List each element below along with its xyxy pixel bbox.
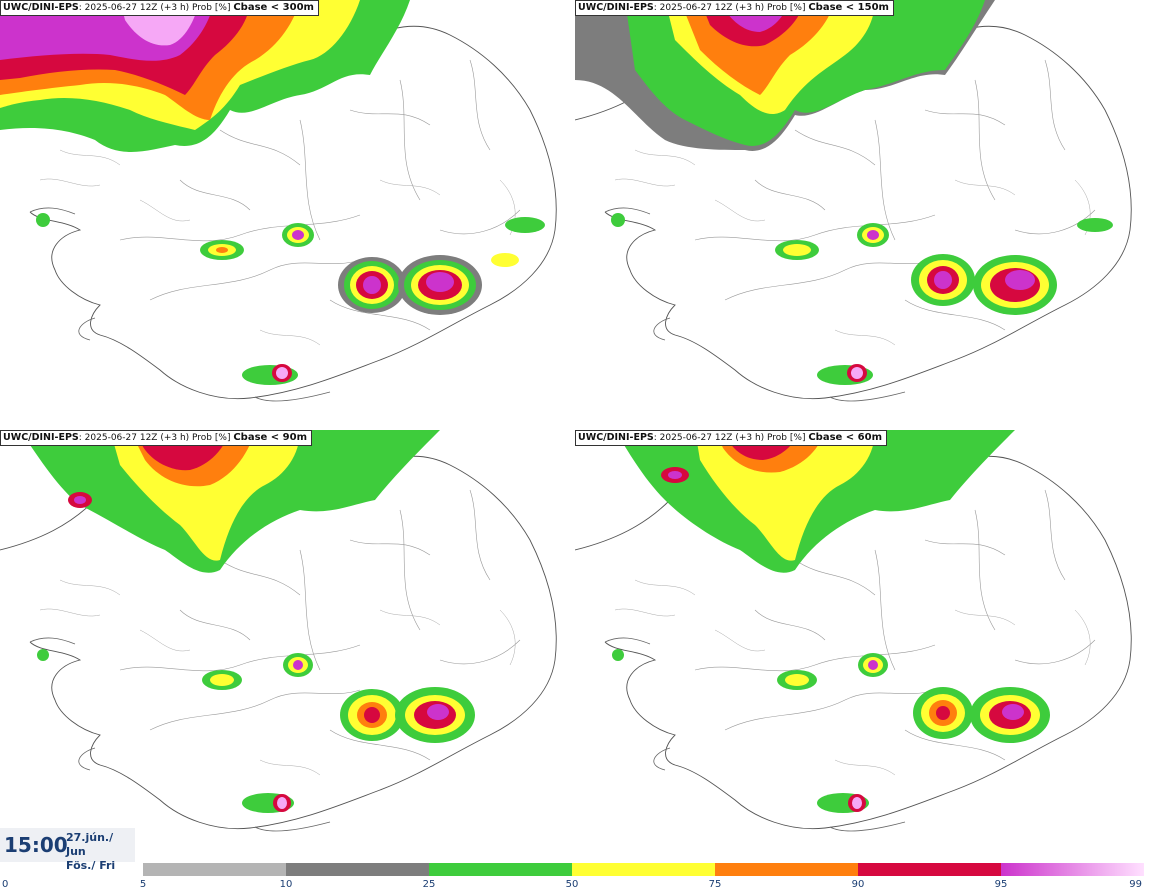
colorbar-band: [143, 863, 286, 876]
colorbar-band: [858, 863, 1001, 876]
panel-title: UWC/DINI-EPS: 2025-06-27 12Z (+3 h) Prob…: [0, 430, 313, 446]
probability-colorbar: 0 5 10 25 50 75 90 95 99: [2, 863, 1144, 890]
variable-label: Cbase < 150m: [808, 2, 889, 13]
colorbar-tick-label: 75: [709, 879, 722, 890]
probability-map: [575, 0, 1132, 402]
colorbar-tick-label: 90: [852, 879, 865, 890]
variable-label: Cbase < 90m: [233, 432, 308, 443]
colorbar-tick-label: 95: [995, 879, 1008, 890]
valid-date-line1: 27.jún./ Jun: [66, 831, 114, 858]
map-panel-cbase-150m: UWC/DINI-EPS: 2025-06-27 12Z (+3 h) Prob…: [575, 0, 1150, 430]
colorbar-band: [286, 863, 429, 876]
model-name: UWC/DINI-EPS: [578, 2, 654, 13]
valid-time-box: 15:00 27.jún./ Jun Fös./ Fri: [0, 828, 135, 872]
model-name: UWC/DINI-EPS: [3, 2, 79, 13]
colorbar-band: [715, 863, 858, 876]
valid-date: 27.jún./ Jun Fös./ Fri: [66, 831, 135, 873]
variable-label: Cbase < 300m: [233, 2, 314, 13]
run-info: : 2025-06-27 12Z (+3 h) Prob [%]: [78, 3, 231, 13]
run-info: : 2025-06-27 12Z (+3 h) Prob [%]: [78, 433, 231, 443]
colorbar-band: [1001, 863, 1144, 876]
run-info: : 2025-06-27 12Z (+3 h) Prob [%]: [653, 3, 806, 13]
model-name: UWC/DINI-EPS: [3, 432, 79, 443]
variable-label: Cbase < 60m: [808, 432, 883, 443]
panel-title: UWC/DINI-EPS: 2025-06-27 12Z (+3 h) Prob…: [575, 430, 888, 446]
colorbar-tick-label: 25: [423, 879, 436, 890]
colorbar-tick-label: 99: [1129, 879, 1142, 890]
run-info: : 2025-06-27 12Z (+3 h) Prob [%]: [653, 433, 806, 443]
colorbar-band: [429, 863, 572, 876]
map-panel-cbase-90m: UWC/DINI-EPS: 2025-06-27 12Z (+3 h) Prob…: [0, 430, 575, 860]
map-panel-cbase-300m: UWC/DINI-EPS: 2025-06-27 12Z (+3 h) Prob…: [0, 0, 575, 430]
valid-time: 15:00: [4, 833, 68, 857]
colorbar-tick-label: 10: [280, 879, 293, 890]
map-panel-cbase-60m: UWC/DINI-EPS: 2025-06-27 12Z (+3 h) Prob…: [575, 430, 1150, 860]
model-name: UWC/DINI-EPS: [578, 432, 654, 443]
colorbar-tick-label: 5: [140, 879, 146, 890]
panel-title: UWC/DINI-EPS: 2025-06-27 12Z (+3 h) Prob…: [575, 0, 894, 16]
panel-title: UWC/DINI-EPS: 2025-06-27 12Z (+3 h) Prob…: [0, 0, 319, 16]
colorbar-tick-label: 50: [566, 879, 579, 890]
valid-date-line2: Fös./ Fri: [66, 859, 116, 872]
probability-map: [0, 0, 557, 402]
colorbar-band: [572, 863, 715, 876]
probability-map: [575, 430, 1132, 832]
probability-map: [0, 430, 557, 832]
colorbar-tick-label: 0: [2, 879, 8, 890]
